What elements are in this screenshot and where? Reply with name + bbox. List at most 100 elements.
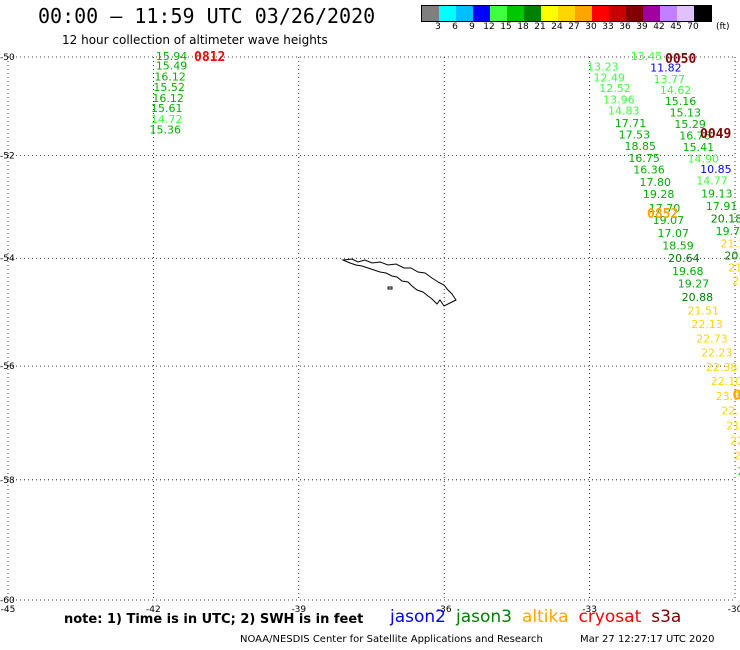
wave-height-value: 17.70 bbox=[649, 202, 681, 215]
wave-height-value: 16.75 bbox=[628, 152, 660, 165]
wave-height-value: 14.77 bbox=[696, 175, 728, 188]
wave-height-value: 20.88 bbox=[682, 291, 714, 304]
legend-swatch bbox=[456, 6, 473, 21]
legend-label: 27 bbox=[568, 22, 580, 32]
footnote: note: 1) Time is in UTC; 2) SWH is in fe… bbox=[64, 612, 364, 627]
legend-label: 33 bbox=[602, 22, 614, 32]
legend-label: 15 bbox=[500, 22, 512, 32]
wave-height-value: 17.53 bbox=[619, 128, 651, 141]
legend-label: 3 bbox=[435, 22, 441, 32]
legend-label: 12 bbox=[483, 22, 495, 32]
legend-swatch bbox=[626, 6, 643, 21]
lon-tick-label: -30 bbox=[728, 605, 740, 615]
legend-swatch bbox=[643, 6, 660, 21]
wave-height-value: 22.73 bbox=[696, 333, 728, 346]
pass-time-label: 0812 bbox=[194, 50, 225, 65]
legend-label: 24 bbox=[551, 22, 563, 32]
legend-swatch bbox=[473, 6, 490, 21]
satellite-legend: jason2 jason3 altika cryosat s3a bbox=[390, 607, 691, 627]
lat-tick-label: -50 bbox=[0, 53, 15, 63]
wave-height-value: 13.96 bbox=[603, 93, 635, 106]
wave-height-value: 21.51 bbox=[688, 304, 720, 317]
wave-height-value: 15.29 bbox=[674, 118, 706, 131]
wave-height-value: 14.90 bbox=[688, 152, 720, 165]
lat-tick-label: -58 bbox=[0, 476, 15, 486]
wave-height-value: 20 bbox=[738, 465, 740, 478]
legend-label: 70 bbox=[687, 22, 699, 32]
wave-height-value: 18.59 bbox=[662, 240, 694, 253]
legend-swatch bbox=[694, 6, 711, 21]
wave-height-value: 15.36 bbox=[150, 123, 182, 136]
south-georgia-island bbox=[341, 258, 457, 307]
wave-height-value: 19.68 bbox=[672, 265, 704, 278]
wave-height-value: 16.36 bbox=[633, 163, 665, 176]
lon-tick-label: -39 bbox=[291, 605, 306, 615]
satellite-s3a: s3a bbox=[651, 607, 682, 627]
island-coastline bbox=[341, 258, 457, 307]
wave-height-value: 22.10 bbox=[711, 375, 740, 388]
legend-unit: (ft) bbox=[716, 22, 730, 32]
legend-label: 45 bbox=[670, 22, 682, 32]
wave-height-value: 17.91 bbox=[706, 200, 738, 213]
wave-height-value: 22.12 bbox=[721, 404, 740, 417]
wave-height-value: 15.41 bbox=[683, 141, 715, 154]
lon-tick-label: -36 bbox=[437, 605, 452, 615]
legend-swatch bbox=[575, 6, 592, 21]
pass-time-label: 0852 bbox=[647, 207, 678, 222]
legend-swatch bbox=[507, 6, 524, 21]
wave-height-value: 15.49 bbox=[156, 60, 188, 73]
legend-label: 36 bbox=[619, 22, 631, 32]
wave-height-value: 16.12 bbox=[154, 70, 186, 83]
lon-tick-label: -42 bbox=[146, 605, 161, 615]
lat-tick-label: -52 bbox=[0, 151, 15, 161]
legend-swatch bbox=[677, 6, 694, 21]
wave-height-value: 22.38 bbox=[706, 361, 738, 374]
legend-swatch bbox=[439, 6, 456, 21]
legend-label: 6 bbox=[452, 22, 458, 32]
wave-height-points: 15.9415.4916.1215.5216.1215.6114.7215.36… bbox=[150, 50, 740, 478]
wave-height-value: 15.94 bbox=[156, 50, 188, 63]
pass-time-label: 0049 bbox=[700, 127, 731, 142]
lat-tick-label: -54 bbox=[0, 254, 15, 264]
wave-height-value: 11.82 bbox=[650, 62, 682, 75]
wave-height-value: 13.23 bbox=[587, 61, 619, 74]
lat-tick-label: -56 bbox=[0, 362, 15, 372]
lon-tick-label: -45 bbox=[1, 605, 16, 615]
map-grid: -45 -42 -39 -36 -33 -30 -50 -52 -54 -56 -58 -60 bbox=[0, 53, 740, 615]
lat-tick-label: -60 bbox=[0, 596, 15, 606]
wave-height-value: 16.76 bbox=[679, 129, 711, 142]
legend-labels: 3 6 9 12 15 18 21 24 27 30 33 36 39 42 45 70 bbox=[421, 22, 740, 36]
wave-height-value: 19.27 bbox=[678, 278, 710, 291]
wave-height-value: 15.13 bbox=[670, 107, 702, 120]
wave-height-value: 10.85 bbox=[700, 163, 732, 176]
wave-height-value: 15.52 bbox=[153, 81, 185, 94]
legend-label: 9 bbox=[469, 22, 475, 32]
wave-height-value: 21.26 bbox=[726, 420, 740, 433]
legend-label: 21 bbox=[534, 22, 546, 32]
wave-height-value: 21.33 bbox=[720, 238, 740, 251]
map-subtitle: 12 hour collection of altimeter wave hei… bbox=[62, 33, 328, 47]
wave-height-value: 18.85 bbox=[624, 140, 656, 153]
wave-height-value: 19.78 bbox=[716, 225, 740, 238]
wave-height-value: 20.64 bbox=[668, 252, 700, 265]
map-title: 00:00 – 11:59 UTC 03/26/2020 bbox=[38, 4, 376, 28]
legend-swatch bbox=[592, 6, 609, 21]
wave-height-value: 22.13 bbox=[691, 318, 723, 331]
satellite-cryosat: cryosat bbox=[578, 607, 642, 627]
wave-height-value: 19.28 bbox=[643, 188, 675, 201]
legend-label: 30 bbox=[585, 22, 597, 32]
wave-height-value: 16.12 bbox=[152, 92, 184, 105]
satellite-altika: altika bbox=[522, 607, 569, 627]
wave-height-value: 19.13 bbox=[701, 187, 733, 200]
wave-height-value: 19.07 bbox=[653, 214, 685, 227]
wave-height-value: 14.62 bbox=[660, 84, 692, 97]
legend-swatch bbox=[541, 6, 558, 21]
wave-height-value: 17.71 bbox=[615, 117, 647, 130]
legend-label: 39 bbox=[636, 22, 648, 32]
legend-swatch bbox=[490, 6, 507, 21]
wave-height-value: 17.07 bbox=[657, 227, 689, 240]
wave-height-value: 13.77 bbox=[654, 73, 686, 86]
wave-height-value: 21 bbox=[734, 449, 740, 462]
wave-height-value: 14.72 bbox=[151, 113, 183, 126]
